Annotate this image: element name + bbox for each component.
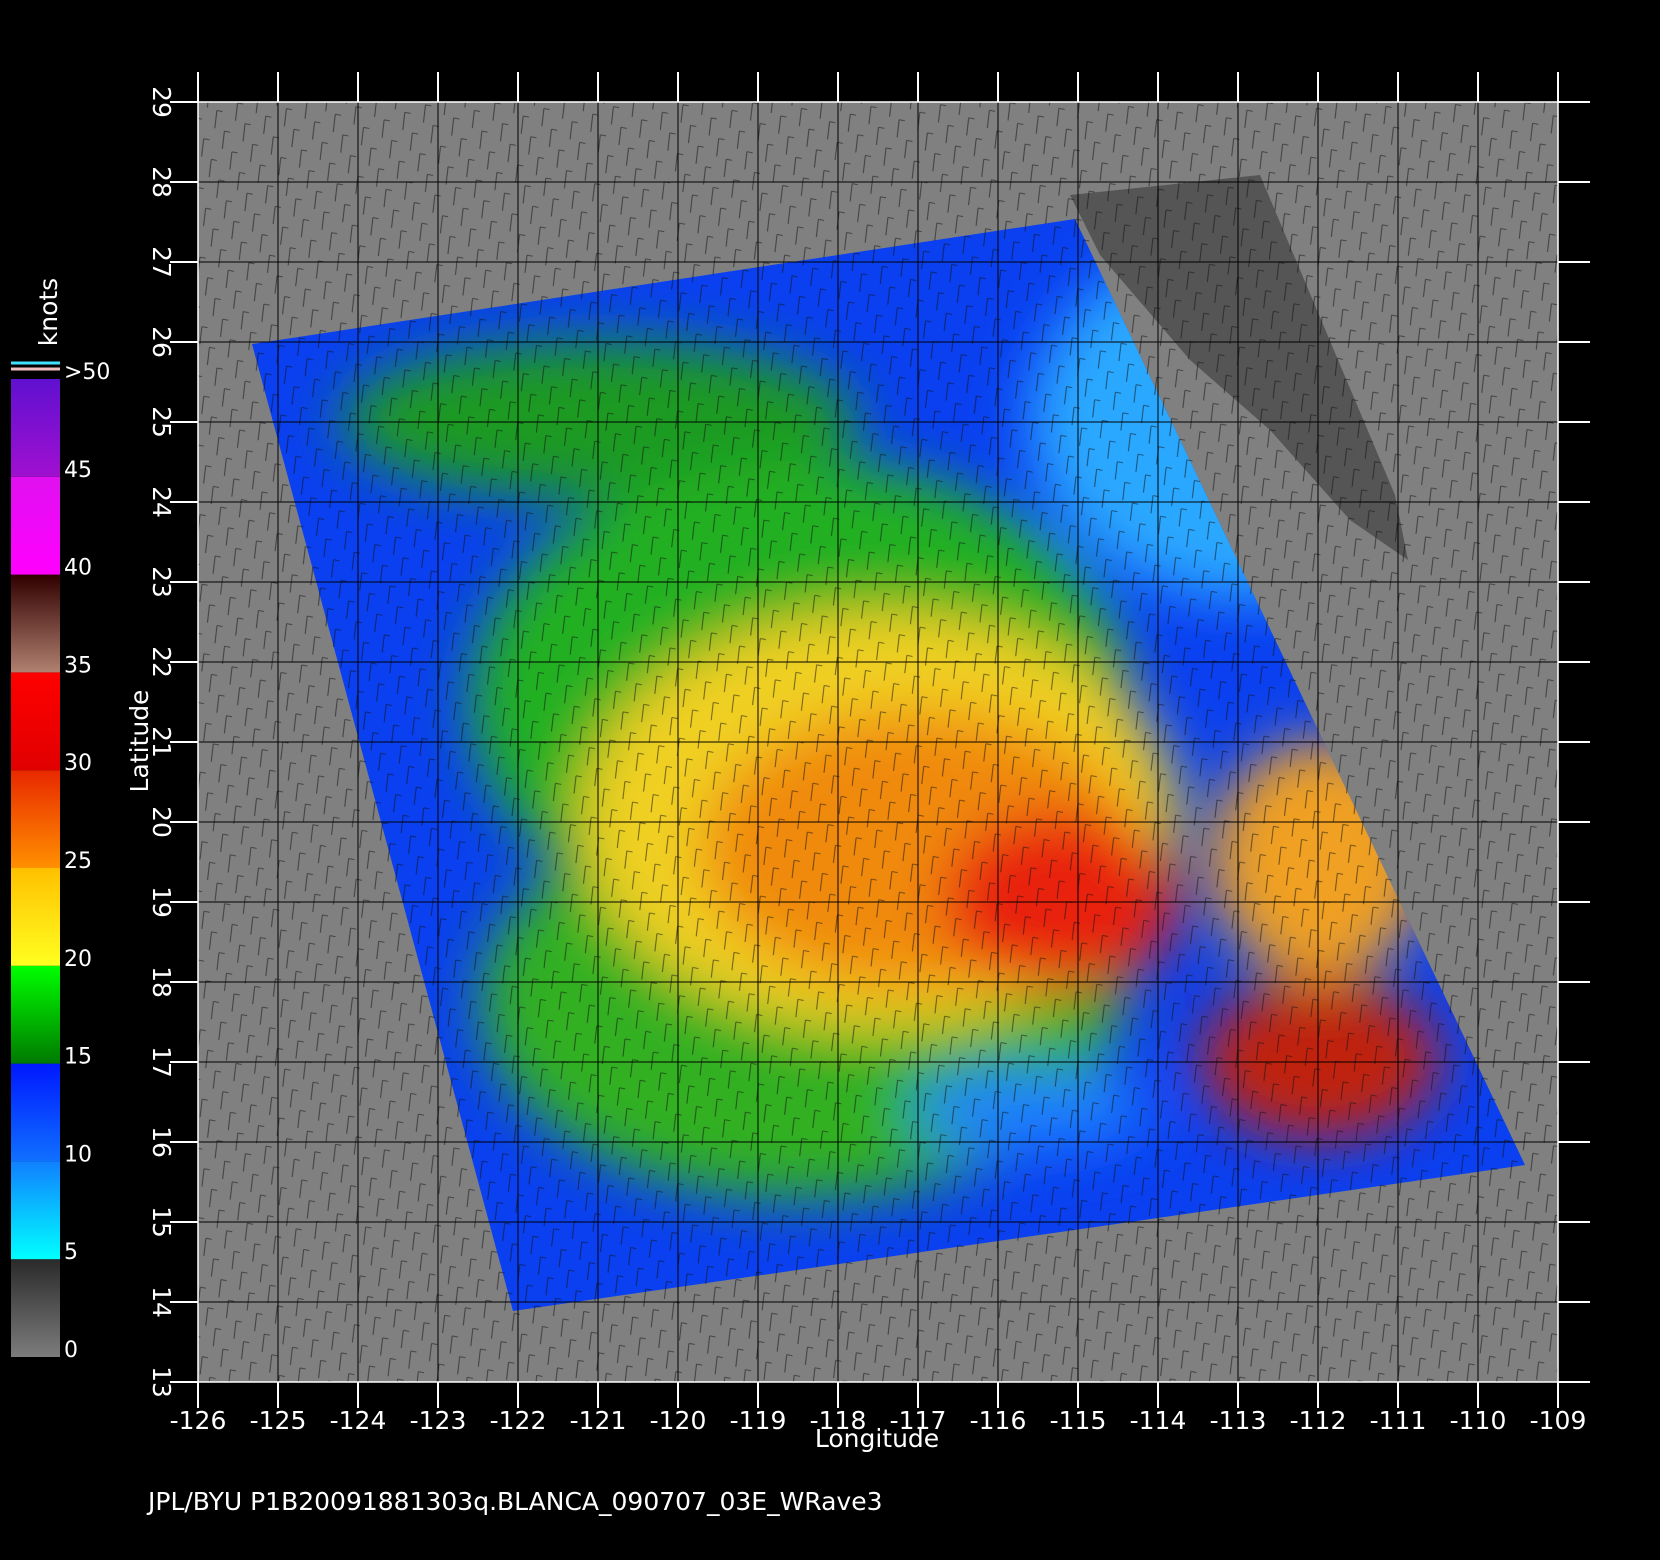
x-tick-label: -114 <box>1130 1406 1187 1435</box>
y-axis-label: Latitude <box>125 690 154 793</box>
x-tick-label: -124 <box>330 1406 387 1435</box>
colorbar-band <box>11 476 60 575</box>
y-tick-label: 13 <box>147 1366 176 1398</box>
x-tick-label: -115 <box>1050 1406 1107 1435</box>
x-tick-label: -120 <box>650 1406 707 1435</box>
x-tick-label: -125 <box>250 1406 307 1435</box>
colorbar-band <box>11 868 60 966</box>
y-tick-label: 28 <box>147 166 176 198</box>
colorbar-band <box>11 672 60 771</box>
colorbar-tick-label: 0 <box>64 1338 78 1363</box>
x-tick-label: -116 <box>970 1406 1027 1435</box>
y-tick-label: 18 <box>147 966 176 998</box>
colorbar-tick-label: 40 <box>64 556 92 581</box>
colorbar-band <box>11 1063 60 1162</box>
x-tick-label: -109 <box>1530 1406 1587 1435</box>
y-tick-label: 20 <box>147 806 176 838</box>
colorbar-band <box>11 770 60 868</box>
x-tick-label: -126 <box>170 1406 227 1435</box>
y-tick-label: 15 <box>147 1206 176 1238</box>
colorbar-band <box>11 1259 60 1357</box>
colorbar-tick-label: 20 <box>64 947 92 972</box>
y-tick-label: 14 <box>147 1286 176 1318</box>
colorbar-tick-label: 5 <box>64 1240 78 1265</box>
colorbar-band <box>11 379 60 477</box>
y-tick-label: 21 <box>147 726 176 758</box>
colorbar-tick-label: 30 <box>64 751 92 776</box>
x-tick-label: -123 <box>410 1406 467 1435</box>
footer: JPL/BYU P1B20091881303q.BLANCA_090707_03… <box>146 1487 883 1516</box>
colorbar-tick-label: >50 <box>64 360 110 385</box>
y-tick-label: 27 <box>147 246 176 278</box>
x-tick-label: -117 <box>890 1406 947 1435</box>
colorbar-band <box>11 574 60 673</box>
x-tick-label: -122 <box>490 1406 547 1435</box>
x-tick-label: -113 <box>1210 1406 1267 1435</box>
colorbar-tick-label: 25 <box>64 849 92 874</box>
y-tick-label: 26 <box>147 326 176 358</box>
y-tick-label: 17 <box>147 1046 176 1078</box>
y-tick-label: 22 <box>147 646 176 678</box>
y-tick-label: 24 <box>147 486 176 518</box>
colorbar-tick-label: 15 <box>64 1045 92 1070</box>
plot-frame <box>197 101 1559 1383</box>
y-tick-label: 25 <box>147 406 176 438</box>
colorbar-band <box>11 1161 60 1260</box>
x-tick-label: -121 <box>570 1406 627 1435</box>
x-tick-label: -111 <box>1370 1406 1427 1435</box>
x-axis-label: Longitude <box>815 1424 939 1453</box>
colorbar-band <box>11 965 60 1064</box>
colorbar-title: knots <box>34 278 63 346</box>
x-tick-label: -110 <box>1450 1406 1507 1435</box>
y-tick-label: 23 <box>147 566 176 598</box>
x-tick-label: -112 <box>1290 1406 1347 1435</box>
x-tick-label: -118 <box>810 1406 867 1435</box>
colorbar-tick-label: 35 <box>64 653 92 678</box>
colorbar-tick-label: 45 <box>64 458 92 483</box>
y-tick-label: 19 <box>147 886 176 918</box>
y-tick-label: 16 <box>147 1126 176 1158</box>
colorbar-tick-label: 10 <box>64 1142 92 1167</box>
y-tick-label: 29 <box>147 86 176 118</box>
x-tick-label: -119 <box>730 1406 787 1435</box>
